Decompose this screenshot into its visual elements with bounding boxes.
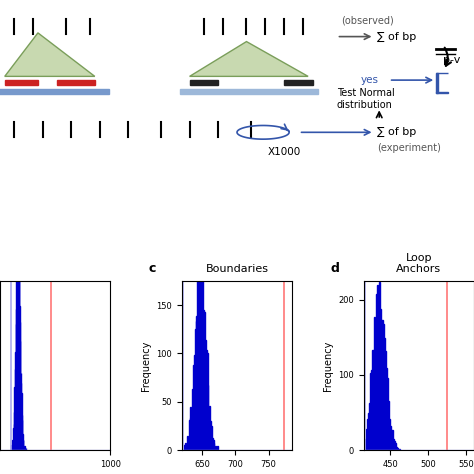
Bar [394,441,395,450]
Bar [378,290,379,450]
Bar [190,419,191,450]
Bar [194,356,195,450]
Bar [387,378,388,450]
Title: Boundaries: Boundaries [206,264,268,274]
Bar [215,447,216,450]
Bar [195,329,196,450]
Polygon shape [5,33,95,76]
Bar [205,340,206,450]
Bar [368,413,369,450]
Bar [369,403,370,450]
Bar [373,350,374,450]
Bar [57,80,95,85]
Bar [208,385,209,450]
Bar [284,80,313,85]
Bar [365,439,366,450]
Bar [5,80,38,85]
Bar [213,440,214,450]
Bar [199,269,200,450]
Bar [364,441,365,450]
Bar [370,374,371,450]
Bar [186,447,187,450]
Bar [389,419,391,450]
Bar [366,429,367,450]
Bar [357,449,358,450]
Y-axis label: Frequency: Frequency [323,340,333,391]
Bar [188,438,189,450]
Bar [361,449,362,450]
Bar [190,80,218,85]
Bar [0,89,109,94]
Bar [377,285,378,450]
Bar [185,443,186,450]
Bar [192,389,193,450]
Bar [214,443,215,450]
Text: Test Normal
distribution: Test Normal distribution [337,88,394,109]
Bar [379,283,380,450]
Bar [206,349,207,450]
Bar [196,321,197,450]
Bar [436,73,438,92]
Bar [180,89,318,94]
Bar [200,260,201,450]
Bar [392,439,394,450]
Polygon shape [190,42,308,76]
Text: (observed): (observed) [341,16,394,26]
Bar [202,264,203,450]
Bar [197,275,198,450]
Bar [356,449,357,450]
Bar [367,419,368,450]
Bar [396,447,397,450]
Bar [395,443,396,450]
Text: (experiment): (experiment) [377,144,441,154]
Bar [360,448,361,450]
Bar [211,426,212,450]
Y-axis label: Frequency: Frequency [141,340,151,391]
Bar [362,446,364,450]
Text: ∑ of bp: ∑ of bp [377,128,416,137]
Bar [209,408,210,450]
Bar [210,421,211,450]
Bar [212,438,213,450]
Bar [201,269,202,450]
Title: Loop
Anchors: Loop Anchors [396,253,441,274]
Bar [189,420,190,450]
Bar [217,447,218,450]
Bar [183,448,184,450]
Bar [184,446,185,450]
Text: X1000: X1000 [268,147,301,157]
Text: ∑ of bp: ∑ of bp [377,32,416,42]
Text: d: d [331,262,339,275]
Text: c: c [149,262,156,275]
Bar [386,368,387,450]
Bar [391,426,392,450]
Bar [198,290,199,450]
Bar [203,310,204,450]
Bar [191,411,192,450]
Bar [376,293,377,450]
Bar [374,325,376,450]
Bar [380,309,382,450]
Text: yes: yes [360,75,378,85]
Bar [359,448,360,450]
Bar [204,312,205,450]
Text: p-v: p-v [443,55,461,65]
Bar [371,370,373,450]
Bar [385,351,386,450]
Bar [388,401,389,450]
Bar [216,447,217,450]
Bar [399,449,401,450]
Bar [187,436,188,450]
Bar [193,365,194,450]
Bar [383,338,385,450]
Bar [207,354,208,450]
Bar [382,320,383,450]
Bar [397,448,398,450]
